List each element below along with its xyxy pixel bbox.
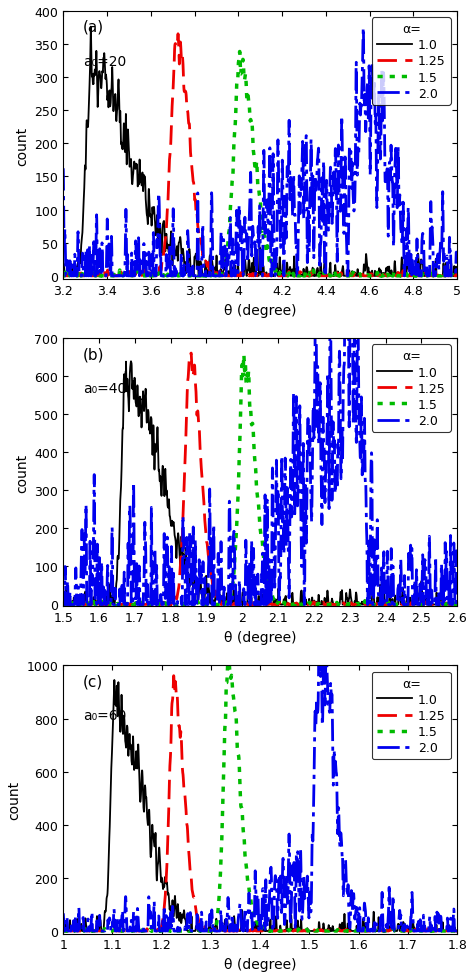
Text: (b): (b) — [83, 347, 104, 362]
Y-axis label: count: count — [15, 453, 29, 492]
Text: (c): (c) — [83, 674, 103, 689]
Legend: 1.0, 1.25, 1.5, 2.0: 1.0, 1.25, 1.5, 2.0 — [372, 345, 451, 432]
X-axis label: θ (degree): θ (degree) — [224, 957, 296, 971]
Text: (a): (a) — [83, 20, 104, 35]
Legend: 1.0, 1.25, 1.5, 2.0: 1.0, 1.25, 1.5, 2.0 — [372, 19, 451, 106]
X-axis label: θ (degree): θ (degree) — [224, 630, 296, 645]
Text: a₀=20: a₀=20 — [83, 55, 126, 68]
Legend: 1.0, 1.25, 1.5, 2.0: 1.0, 1.25, 1.5, 2.0 — [372, 672, 451, 760]
Y-axis label: count: count — [15, 126, 29, 165]
Y-axis label: count: count — [7, 780, 21, 820]
Text: a₀=60: a₀=60 — [83, 709, 126, 723]
X-axis label: θ (degree): θ (degree) — [224, 303, 296, 317]
Text: a₀=40: a₀=40 — [83, 381, 126, 396]
